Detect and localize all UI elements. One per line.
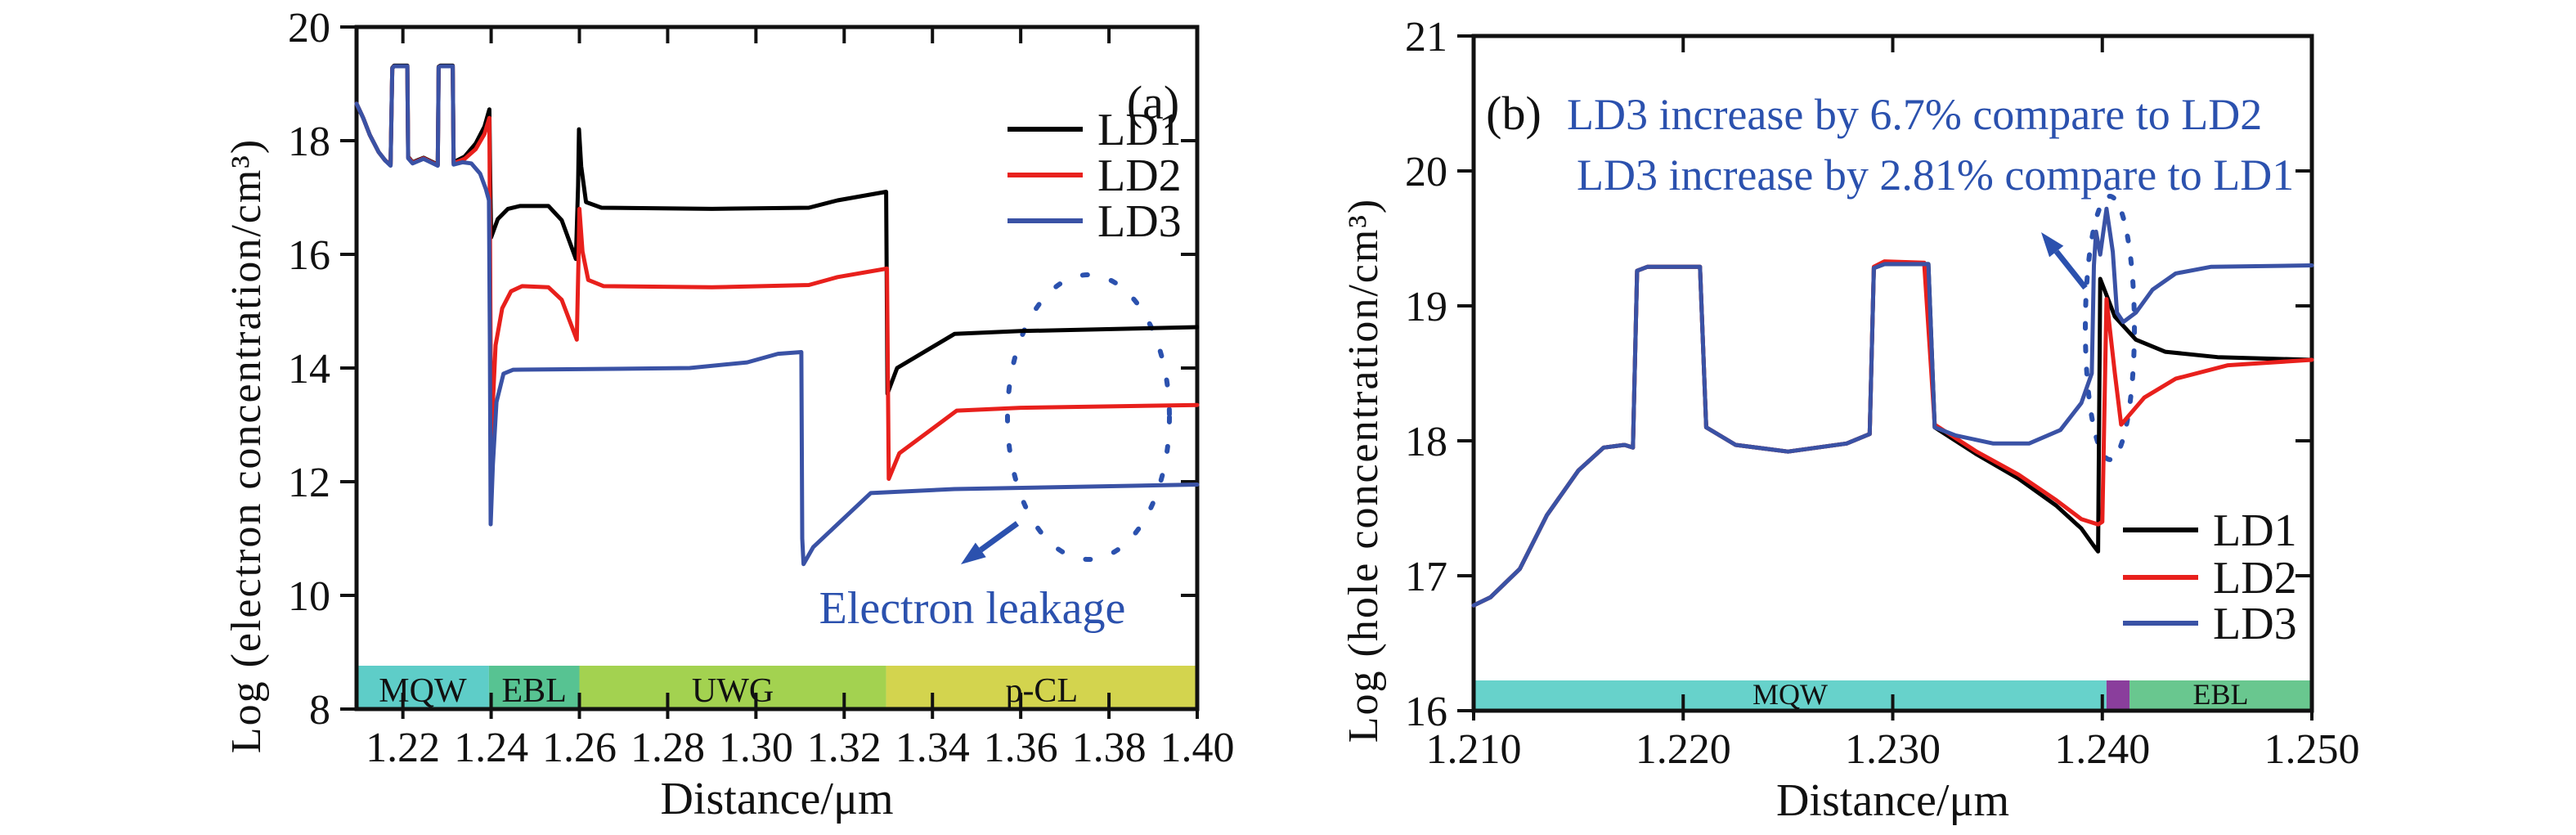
y-axis-title: Log (hole concentration/cm³)	[1340, 198, 1387, 743]
y-tick-label: 19	[1405, 284, 1447, 330]
y-tick-label: 16	[1405, 689, 1447, 735]
legend-label-LD1: LD1	[1097, 105, 1182, 155]
annotation-arrow-line	[979, 521, 1020, 553]
plot-border	[1471, 34, 2314, 713]
region-band-p-CL	[886, 666, 1197, 709]
y-tick-label: 17	[1405, 554, 1447, 600]
region-label-UWG: UWG	[692, 672, 774, 710]
annotation-text: LD3 increase by 2.81% compare to LD1	[1577, 150, 2294, 200]
annotation-text: Electron leakage	[819, 583, 1126, 634]
y-tick-label: 20	[1405, 149, 1447, 195]
y-axis-title: Log (electron concentration/cm³)	[223, 138, 270, 753]
y-tick-label: 10	[288, 573, 330, 620]
x-axis-title: Distance/μm	[660, 774, 893, 824]
x-tick-label: 1.28	[631, 725, 705, 771]
region-band-EBL	[2129, 680, 2312, 712]
annotation-text: LD3 increase by 6.7% compare to LD2	[1567, 90, 2262, 139]
region-band-spacer	[2106, 680, 2130, 712]
region-label-MQW: MQW	[1752, 678, 1828, 711]
highlight-ellipse	[1005, 272, 1172, 562]
x-tick-label: 1.30	[719, 725, 793, 771]
highlight-ellipse	[2083, 194, 2137, 462]
annotation-arrow-head	[961, 542, 986, 564]
annotation-arrow-line	[2053, 249, 2088, 290]
plot-border	[354, 25, 1200, 712]
x-tick-label: 1.26	[542, 725, 617, 771]
y-tick-label: 20	[288, 5, 330, 52]
x-tick-label: 1.34	[895, 725, 970, 771]
region-band-EBL	[488, 666, 580, 709]
region-label-EBL: EBL	[2193, 678, 2249, 711]
series-line-LD3	[1471, 206, 2314, 608]
region-label-EBL: EBL	[502, 672, 567, 710]
annotation-arrow-head	[2041, 232, 2064, 258]
panel-b: MQW EBL 1.210 1.220 1.230 1.240 1.250 16 17 18 19 2…	[1340, 14, 2360, 826]
panel-label: (a)	[1127, 76, 1179, 129]
panel-label: (b)	[1486, 87, 1542, 140]
x-tick-label: 1.210	[1426, 726, 1522, 773]
y-tick-label: 14	[288, 346, 330, 393]
region-band-UWG	[579, 666, 886, 709]
legend-label-LD2: LD2	[2213, 553, 2297, 604]
legend-label-LD2: LD2	[1097, 150, 1182, 201]
x-tick-label: 1.230	[1845, 726, 1941, 773]
region-label-MQW: MQW	[379, 672, 467, 710]
x-tick-label: 1.40	[1160, 725, 1235, 771]
x-tick-label: 1.250	[2264, 726, 2360, 773]
region-band-MQW	[357, 666, 489, 709]
region-band-MQW	[1474, 680, 2107, 712]
x-tick-label: 1.38	[1072, 725, 1147, 771]
y-tick-label: 12	[288, 460, 330, 506]
x-tick-label: 1.220	[1636, 726, 1731, 773]
region-label-p-CL: p-CL	[1005, 672, 1078, 710]
y-tick-label: 21	[1405, 14, 1447, 61]
x-tick-label: 1.240	[2054, 726, 2150, 773]
x-tick-label: 1.24	[454, 725, 528, 771]
y-tick-label: 16	[288, 232, 330, 279]
x-axis-title: Distance/μm	[1776, 775, 2009, 826]
y-tick-label: 18	[1405, 419, 1447, 465]
y-tick-label: 18	[288, 119, 330, 165]
y-tick-label: 8	[309, 687, 330, 734]
x-tick-label: 1.32	[807, 725, 882, 771]
panel-a: MQW EBL UWG p-CL 1.22 1.24 1.26 1.28 1.30 1.32 1.3…	[223, 5, 1235, 824]
x-tick-label: 1.36	[984, 725, 1058, 771]
x-tick-label: 1.22	[366, 725, 440, 771]
series-line-LD3	[354, 64, 1200, 567]
legend-label-LD3: LD3	[2213, 599, 2297, 649]
legend-label-LD1: LD1	[2213, 505, 2297, 556]
legend-label-LD3: LD3	[1097, 196, 1182, 247]
